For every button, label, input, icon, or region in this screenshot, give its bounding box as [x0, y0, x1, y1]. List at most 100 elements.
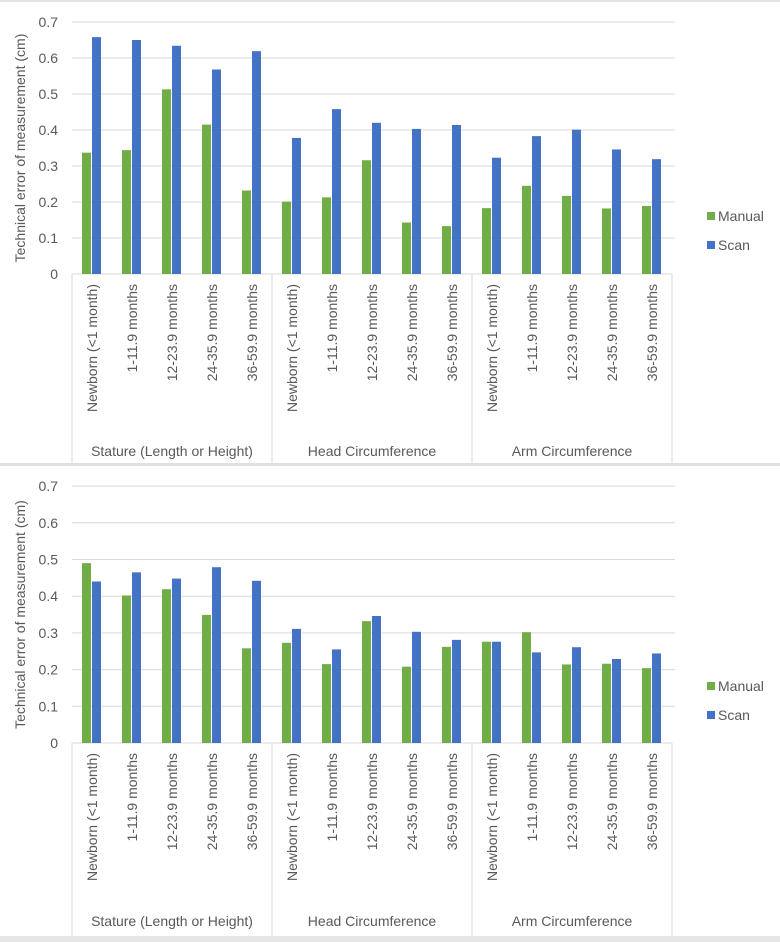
bar-scan: [612, 658, 621, 743]
bar-scan: [132, 572, 141, 743]
bar-scan: [532, 652, 541, 743]
bar-manual: [402, 222, 411, 274]
bar-scan: [92, 581, 101, 743]
bar-manual: [82, 152, 91, 274]
category-label: 12-23.9 months: [564, 284, 580, 381]
bar-scan: [492, 641, 501, 743]
y-axis-title: Technical error of measurement (cm): [12, 500, 28, 729]
bar-manual: [522, 632, 531, 743]
bar-scan: [652, 159, 661, 274]
chart-bottom: 0 0.1 0.2 0.3 0.4 0.5 0.6 0.7 Technical error of…: [12, 478, 764, 936]
bar-scan: [212, 567, 221, 743]
y-tick-label: 0.7: [39, 14, 59, 30]
group-label: Head Circumference: [308, 443, 437, 459]
bar-manual: [122, 595, 131, 743]
bar-manual: [442, 226, 451, 274]
bar-manual: [562, 664, 571, 743]
bottom-border: [0, 936, 780, 942]
category-label: 1-11.9 months: [324, 284, 340, 372]
legend-label-scan: Scan: [718, 707, 750, 723]
group-label: Stature (Length or Height): [91, 913, 253, 929]
bar-manual: [402, 666, 411, 743]
bar-manual: [482, 208, 491, 274]
y-axis-title: Technical error of measurement (cm): [12, 34, 28, 263]
bar-manual: [562, 195, 571, 274]
bar-scan: [132, 40, 141, 274]
bar-manual: [202, 124, 211, 274]
category-label: 24-35.9 months: [404, 284, 420, 381]
category-label: 12-23.9 months: [164, 284, 180, 381]
bar-manual: [602, 663, 611, 743]
bar-manual: [482, 641, 491, 743]
legend-swatch-manual: [707, 682, 715, 690]
group-label: Stature (Length or Height): [91, 443, 253, 459]
bar-scan: [572, 129, 581, 274]
y-tick-label: 0.6: [39, 50, 59, 66]
legend-label-scan: Scan: [718, 237, 750, 253]
y-tick-label: 0.5: [39, 552, 59, 568]
bar-scan: [532, 136, 541, 274]
y-tick-label: 0.3: [39, 625, 59, 641]
y-tick-label: 0.2: [39, 194, 59, 210]
group-label: Head Circumference: [308, 913, 437, 929]
group-label: Arm Circumference: [512, 913, 633, 929]
bar-manual: [362, 621, 371, 743]
bar-manual: [322, 664, 331, 743]
bar-scan: [492, 157, 501, 274]
category-label: 36-59.9 months: [444, 753, 460, 850]
bar-manual: [282, 642, 291, 743]
y-tick-label: 0: [50, 266, 58, 282]
bar-scan: [652, 653, 661, 743]
y-tick-label: 0.6: [39, 515, 59, 531]
category-label: 24-35.9 months: [404, 753, 420, 850]
y-tick-label: 0.4: [39, 588, 59, 604]
category-label: Newborn (<1 month): [84, 284, 100, 412]
group-label: Arm Circumference: [512, 443, 633, 459]
legend-label-manual: Manual: [718, 208, 764, 224]
chart-top: 0 0.1 0.2 0.3 0.4 0.5 0.6 0.7 Technical error of…: [12, 14, 764, 463]
category-label: 36-59.9 months: [444, 284, 460, 381]
top-border: [0, 0, 780, 2]
bar-manual: [242, 648, 251, 743]
y-tick-label: 0.2: [39, 662, 59, 678]
bar-manual: [162, 89, 171, 274]
y-tick-label: 0: [50, 735, 58, 751]
bar-scan: [412, 128, 421, 274]
category-label: Newborn (<1 month): [484, 753, 500, 881]
category-label: 36-59.9 months: [244, 284, 260, 381]
y-tick-label: 0.7: [39, 478, 59, 494]
bar-manual: [242, 190, 251, 274]
bar-manual: [602, 208, 611, 274]
category-label: Newborn (<1 month): [284, 284, 300, 412]
y-tick-label: 0.3: [39, 158, 59, 174]
bar-scan: [332, 109, 341, 275]
category-label: 36-59.9 months: [644, 284, 660, 381]
y-tick-label: 0.5: [39, 86, 59, 102]
bar-manual: [82, 563, 91, 743]
category-label: 36-59.9 months: [244, 753, 260, 850]
category-label: 1-11.9 months: [124, 753, 140, 841]
y-tick-label: 0.1: [39, 698, 59, 714]
legend-label-manual: Manual: [718, 678, 764, 694]
category-label: 1-11.9 months: [324, 753, 340, 841]
bar-scan: [252, 51, 261, 274]
bar-manual: [642, 668, 651, 743]
y-tick-label: 0.1: [39, 230, 59, 246]
legend-swatch-scan: [707, 711, 715, 719]
category-label: 12-23.9 months: [564, 753, 580, 850]
category-label: 1-11.9 months: [524, 284, 540, 372]
bar-manual: [202, 614, 211, 743]
bar-manual: [282, 201, 291, 274]
legend-swatch-scan: [707, 241, 715, 249]
bar-scan: [292, 628, 301, 743]
category-label: 36-59.9 months: [644, 753, 660, 850]
bar-scan: [612, 149, 621, 274]
category-label: 12-23.9 months: [364, 284, 380, 381]
bar-manual: [362, 160, 371, 274]
bar-scan: [212, 69, 221, 275]
bar-scan: [172, 578, 181, 743]
bar-scan: [412, 631, 421, 743]
y-tick-label: 0.4: [39, 122, 59, 138]
bar-manual: [162, 589, 171, 743]
bar-manual: [442, 646, 451, 743]
